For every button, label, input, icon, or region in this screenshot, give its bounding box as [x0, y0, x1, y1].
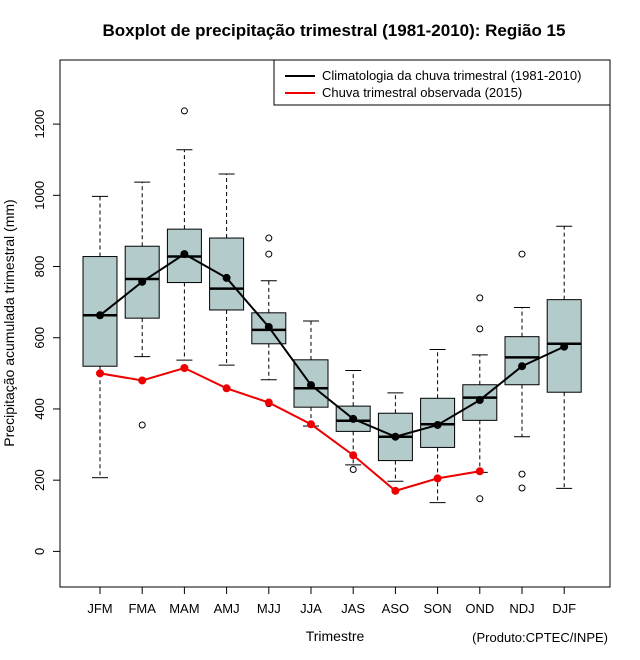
x-tick-label: AMJ: [214, 601, 240, 616]
outlier-point: [476, 294, 484, 302]
box-jfm: [82, 195, 118, 479]
outlier-point: [518, 470, 526, 478]
x-tick-label: JAS: [341, 601, 365, 616]
box-amj: [209, 173, 245, 366]
credit-text: (Produto:CPTEC/INPE): [472, 630, 608, 645]
x-tick-label: MJJ: [257, 601, 281, 616]
series-point-observed: [180, 364, 189, 373]
series-point-climatology: [518, 362, 526, 371]
series-group: [96, 250, 569, 495]
box-iqr: [420, 397, 456, 448]
x-tick-label: NDJ: [509, 601, 534, 616]
series-point-observed: [96, 369, 104, 378]
outlier-point: [265, 234, 273, 242]
series-point-climatology: [433, 420, 442, 429]
y-axis-label: Precipitação acumulada trimestral (mm): [1, 199, 17, 446]
box-aso: [377, 392, 413, 482]
series-point-climatology: [475, 396, 484, 405]
y-tick-label: 800: [32, 256, 47, 278]
y-tick-label: 600: [32, 327, 47, 349]
legend-box: [273, 59, 611, 106]
plot-frame: [59, 59, 611, 588]
series-point-observed: [222, 384, 231, 393]
series-point-climatology: [560, 342, 569, 351]
outlier-point: [349, 465, 357, 473]
chart-title: Boxplot de precipitação trimestral (1981…: [103, 21, 566, 40]
x-tick-label: MAM: [169, 601, 199, 616]
series-point-climatology: [222, 273, 231, 282]
outlier-point: [180, 107, 188, 115]
y-tick-label: 1200: [32, 110, 47, 139]
box-jja: [293, 320, 329, 427]
outlier-point: [476, 495, 484, 503]
y-tick-label: 200: [32, 469, 47, 491]
legend: Climatologia da chuva trimestral (1981-2…: [273, 59, 611, 106]
y-axis: 0 200 400 600 800 1000 1200: [32, 110, 60, 555]
x-axis-label: Trimestre: [306, 628, 365, 644]
series-point-climatology: [138, 277, 147, 286]
x-tick-label: JJA: [300, 601, 322, 616]
x-axis: JFM FMA MAM AMJ MJJ JJA JAS ASO SON OND NDJ DJF: [87, 587, 576, 616]
legend-label-climatology: Climatologia da chuva trimestral (1981-2…: [322, 68, 581, 83]
box-djf: [546, 225, 582, 489]
series-point-observed: [391, 486, 400, 495]
outlier-point: [265, 250, 273, 258]
series-point-climatology: [264, 323, 273, 332]
series-point-climatology: [349, 414, 358, 423]
y-tick-label: 400: [32, 398, 47, 420]
outlier-point: [476, 325, 484, 333]
series-line-observed: [99, 366, 480, 492]
box-mjj: [251, 234, 287, 408]
x-tick-label: DJF: [552, 601, 576, 616]
series-point-observed: [475, 467, 484, 476]
series-line-climatology: [99, 252, 565, 438]
series-point-observed: [349, 451, 358, 460]
y-tick-label: 0: [32, 548, 47, 555]
box-ndj: [504, 250, 540, 492]
x-tick-label: SON: [424, 601, 452, 616]
y-tick-label: 1000: [32, 181, 47, 210]
outlier-point: [138, 421, 146, 429]
series-point-climatology: [391, 432, 400, 441]
box-son: [420, 348, 456, 504]
box-mam: [166, 107, 202, 361]
box-fma: [124, 181, 160, 429]
outlier-point: [518, 484, 526, 492]
legend-label-observed: Chuva trimestral observada (2015): [322, 85, 522, 100]
x-tick-label: OND: [465, 601, 494, 616]
outlier-point: [518, 250, 526, 258]
series-point-climatology: [96, 311, 104, 320]
series-point-observed: [138, 376, 147, 385]
series-point-observed: [264, 398, 273, 407]
x-tick-label: JFM: [87, 601, 112, 616]
boxes-group: [82, 107, 582, 504]
x-tick-label: FMA: [128, 601, 156, 616]
series-point-observed: [307, 420, 315, 429]
x-tick-label: ASO: [382, 601, 409, 616]
series-point-climatology: [307, 381, 315, 390]
series-point-climatology: [180, 250, 189, 259]
series-point-observed: [433, 474, 442, 483]
